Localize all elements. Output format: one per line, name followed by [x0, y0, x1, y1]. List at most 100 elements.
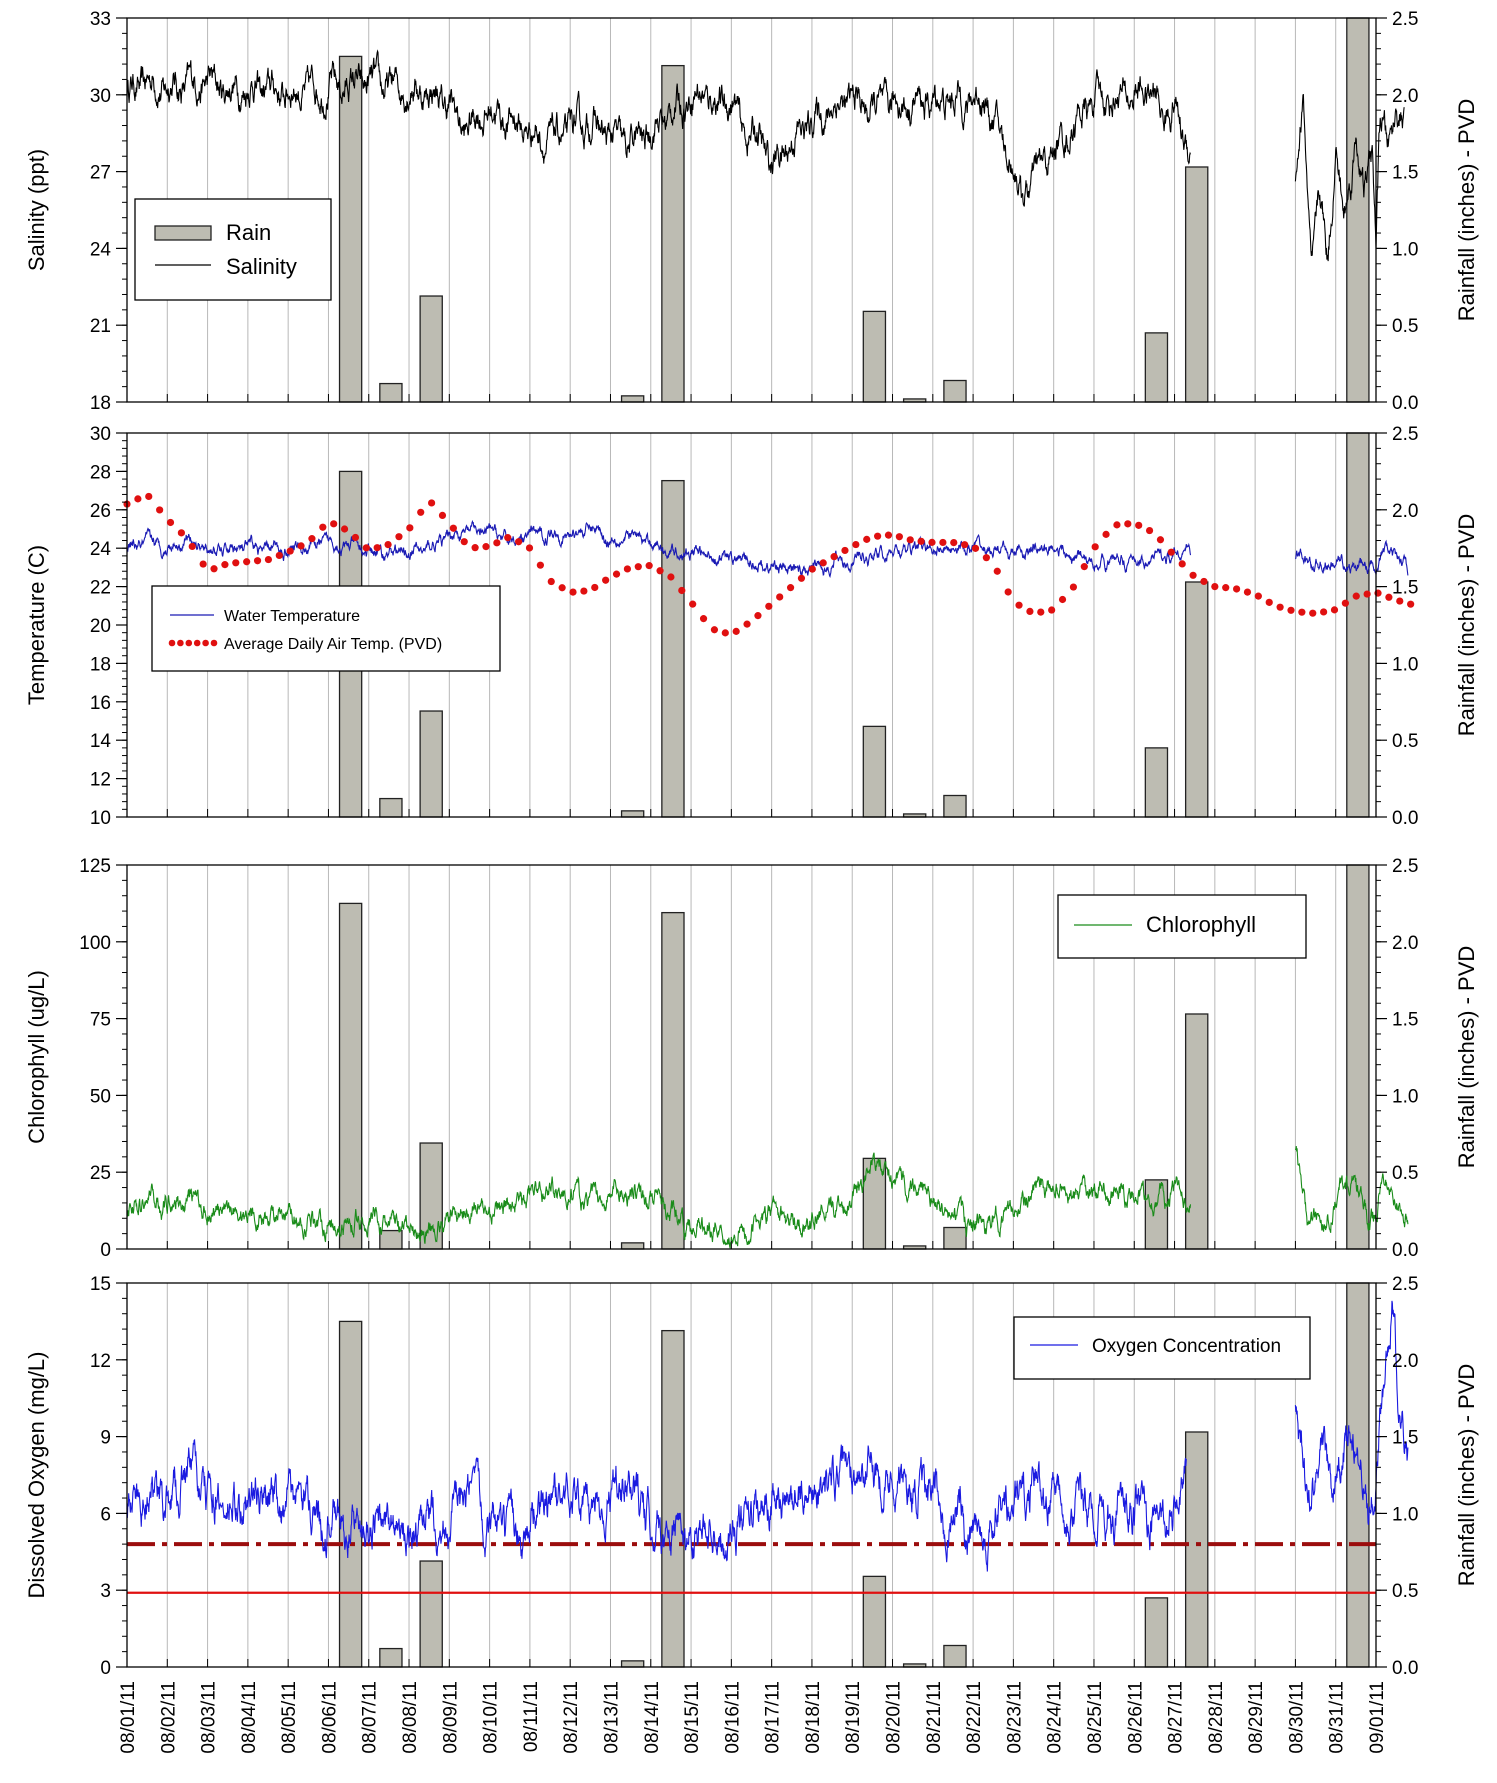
air-temp-dot: [547, 577, 555, 586]
y-axis-label: Dissolved Oxygen (mg/L): [24, 1352, 49, 1599]
average-daily-air-temp-pvd--line: [123, 492, 1415, 637]
y-axis-label: Temperature (C): [24, 545, 49, 705]
x-tick-label: 08/21/11: [924, 1681, 945, 1754]
rain-bar: [338, 1320, 363, 1668]
x-tick-label: 08/19/11: [843, 1681, 864, 1754]
air-temp-dot: [950, 538, 958, 547]
right-tick-label: 1.5: [1392, 163, 1418, 184]
legend-air-dot: [185, 639, 193, 647]
rain-bar: [338, 902, 363, 1250]
air-temp-dot: [1363, 590, 1371, 598]
air-temp-dot: [786, 584, 795, 592]
air-temp-dot: [471, 544, 479, 552]
air-temp-dot: [732, 627, 740, 635]
air-temp-dot: [1167, 548, 1175, 556]
air-temp-dot: [874, 532, 882, 540]
plot-frame: [126, 864, 1377, 1250]
air-temp-dot: [1309, 609, 1317, 617]
air-temp-dot: [1048, 606, 1056, 614]
air-temp-dot: [906, 536, 914, 544]
left-axis: 0 3 6 9 12 15 Dissolved Oxygen (mg/L): [24, 1274, 127, 1679]
rain-bar: [1144, 747, 1169, 818]
legend-label: Water Temperature: [224, 608, 360, 625]
air-temp-dot: [971, 544, 980, 552]
air-temp-dot: [1135, 521, 1143, 529]
air-temp-dot: [754, 612, 762, 620]
right-tick-label: 0.0: [1392, 808, 1418, 829]
air-temp-dot: [134, 495, 142, 503]
air-temp-dot: [699, 615, 708, 623]
bottom-ticks: [126, 1241, 1377, 1249]
air-temp-dot: [1004, 588, 1012, 596]
air-temp-dot: [373, 544, 381, 552]
y-tick-label: 0: [100, 1658, 111, 1679]
x-tick-label: 08/16/11: [722, 1681, 743, 1754]
air-temp-dot: [623, 565, 632, 573]
legend-box: [151, 585, 501, 672]
rain-bar: [1144, 332, 1169, 403]
air-temp-dot: [678, 586, 686, 595]
air-temp-dot: [1178, 560, 1186, 568]
air-temp-dot: [188, 542, 196, 551]
air-temp-dot: [884, 531, 893, 539]
air-temp-dot: [852, 540, 860, 549]
x-tick-label: 09/01/11: [1367, 1681, 1388, 1754]
air-temp-dot: [602, 576, 610, 584]
x-tick-label: 08/17/11: [763, 1681, 784, 1754]
air-temp-dot: [1069, 583, 1078, 591]
legend-box: [1013, 1316, 1311, 1380]
rain-bar: [1184, 581, 1209, 818]
air-temp-dot: [1254, 592, 1262, 600]
right-tick-label: 1.5: [1392, 1428, 1418, 1449]
y-tick-label: 33: [90, 9, 111, 30]
water-temperature-line: [126, 519, 1192, 579]
panel-1: 18 21 24 27 30 33 Salinity (ppt) 0.0 0.5 1.0 1.5 2.…: [24, 9, 1479, 414]
air-temp-dot: [1211, 583, 1219, 591]
y-tick-label: 26: [90, 501, 111, 522]
rain-bar: [862, 310, 887, 403]
rain-bar: [943, 1644, 967, 1668]
air-temp-dot: [1058, 595, 1067, 604]
rain-bar: [943, 794, 967, 818]
air-temp-dot: [1407, 600, 1415, 608]
oxygen-concentration-line-segment-2: [1294, 1300, 1409, 1525]
legend-air-dot: [210, 639, 218, 647]
rain-bar: [419, 295, 443, 403]
rain-bar: [661, 64, 685, 403]
rain-bar: [620, 810, 645, 818]
right-tick-label: 1.0: [1392, 1504, 1418, 1525]
air-temp-dot: [504, 534, 512, 542]
air-temp-dot: [830, 553, 838, 561]
air-temp-dot: [156, 506, 164, 514]
air-temp-dot: [808, 565, 816, 573]
x-tick-label: 08/25/11: [1085, 1681, 1106, 1754]
right-axis-label: Rainfall (inches) - PVD: [1454, 514, 1479, 737]
rain-bar: [419, 710, 443, 818]
air-temp-dot: [1330, 606, 1339, 614]
x-tick-label: 08/22/11: [964, 1681, 985, 1754]
legend-label: Rain: [226, 220, 271, 245]
rain-bar: [379, 1647, 403, 1668]
right-tick-label: 1.0: [1392, 654, 1418, 675]
air-temp-dot: [406, 524, 414, 532]
right-axis: 0.0 0.5 1.0 1.5 2.0 2.5 Rainfall (inches) - PV…: [1376, 9, 1479, 414]
air-temp-dot: [656, 567, 664, 575]
air-temp-dot: [569, 588, 577, 596]
x-tick-label: 08/03/11: [199, 1681, 220, 1754]
y-tick-label: 125: [79, 856, 111, 877]
x-tick-label: 08/18/11: [803, 1681, 824, 1754]
rain-bar: [661, 479, 685, 818]
y-tick-label: 30: [90, 86, 111, 107]
legend-air-dot: [168, 639, 176, 647]
right-tick-label: 2.0: [1392, 501, 1418, 522]
rain-bar: [379, 1229, 403, 1250]
air-temp-dot: [863, 535, 871, 543]
air-temp-dot: [1156, 536, 1165, 544]
rain-bar: [1144, 1179, 1169, 1250]
salinity-line: [126, 49, 1192, 207]
panel-4: 0 3 6 9 12 15 Dissolved Oxygen (mg/L) 0.0 0.5 1.0…: [24, 1274, 1479, 1679]
air-temp-dot: [721, 629, 729, 637]
air-temp-dot: [645, 562, 653, 570]
bottom-ticks: [126, 1659, 1377, 1667]
x-tick-label: 08/15/11: [682, 1681, 703, 1754]
